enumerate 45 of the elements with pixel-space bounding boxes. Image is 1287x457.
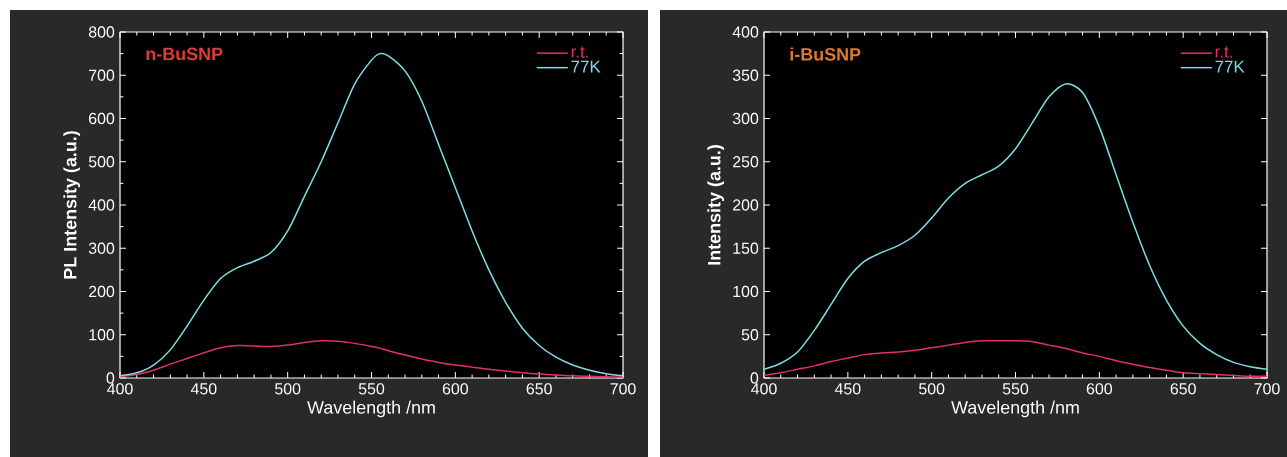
y-tick-label: 600 [89,112,115,125]
x-tick-label: 600 [442,383,469,395]
annotation: i-BuSNP [790,47,861,61]
x-tick-label: 500 [275,383,301,395]
line-series [764,339,1268,378]
y-tick-label: 300 [732,112,759,125]
legend-label: r.t. [571,46,588,58]
y-tick-label: 200 [89,285,115,298]
x-tick-label: 650 [526,383,552,395]
x-tick-label: 400 [751,383,777,395]
legend-label: r.t. [1215,46,1232,58]
y-axis-title: PL Intensity (a.u.) [63,131,81,279]
x-tick-label: 700 [610,383,636,395]
line-series [120,339,624,378]
y-tick-label: 100 [89,329,115,341]
y-tick-label: 400 [732,26,759,38]
x-axis-title: Wavelength /nm [951,400,1079,418]
y-tick-label: 800 [88,26,115,38]
x-tick-label: 700 [1254,383,1280,395]
y-tick-label: 0 [106,372,115,384]
x-tick-label: 550 [1002,383,1029,395]
x-tick-label: 650 [1170,383,1196,395]
x-axis-title: Wavelength /nm [307,400,435,418]
x-tick-label: 400 [107,383,133,395]
y-tick-label: 300 [88,242,115,254]
line-series [764,83,1268,371]
y-tick-label: 150 [733,242,759,254]
y-tick-label: 500 [88,156,115,168]
y-tick-label: 700 [89,69,115,81]
y-tick-label: 100 [733,285,759,298]
annotation: n-BuSNP [146,47,223,61]
y-tick-label: 350 [732,69,759,81]
y-axis-title: Intensity (a.u.) [707,145,725,265]
x-tick-label: 450 [190,383,217,395]
y-tick-label: 250 [733,156,759,168]
y-tick-label: 400 [88,199,115,211]
x-tick-label: 600 [1086,383,1113,395]
y-tick-label: 200 [733,199,759,211]
y-tick-label: 0 [750,372,759,384]
legend-label: 77K [571,60,601,73]
x-tick-label: 450 [834,383,861,395]
x-tick-label: 500 [919,383,945,395]
y-tick-label: 50 [741,329,759,341]
x-tick-label: 550 [358,383,385,395]
legend-label: 77K [1215,60,1245,73]
